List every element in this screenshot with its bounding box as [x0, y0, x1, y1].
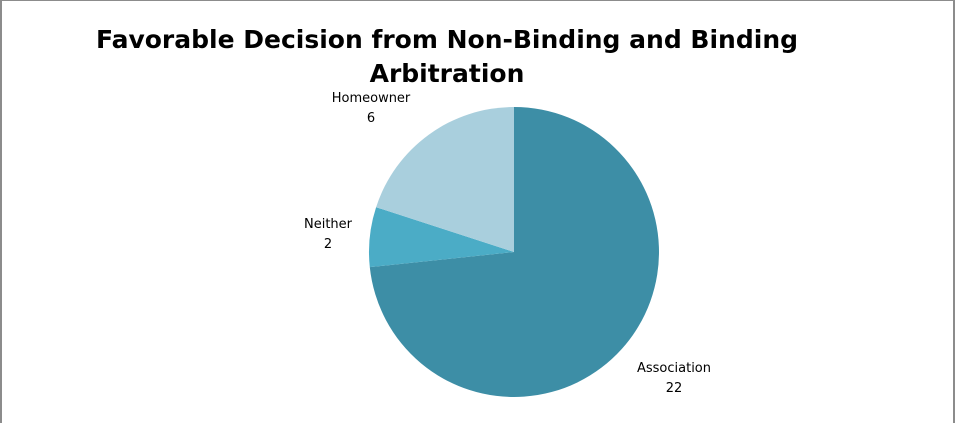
- slice-label-association: Association: [637, 361, 711, 376]
- chart-title-line-1: Favorable Decision from Non-Binding and …: [95, 25, 799, 54]
- pie-slice-association: [369, 107, 659, 397]
- slice-value-association: 22: [666, 381, 683, 396]
- slice-value-homeowner: 6: [367, 111, 375, 126]
- chart-title: Favorable Decision from Non-Binding and …: [2, 23, 892, 91]
- pie-slice-neither: [368, 207, 514, 268]
- slice-label-neither: Neither: [304, 217, 353, 232]
- pie-slice-homeowner: [376, 107, 514, 252]
- slice-label-homeowner: Homeowner: [332, 91, 411, 106]
- chart-title-line-2: Arbitration: [369, 59, 525, 88]
- slice-value-neither: 2: [324, 237, 332, 252]
